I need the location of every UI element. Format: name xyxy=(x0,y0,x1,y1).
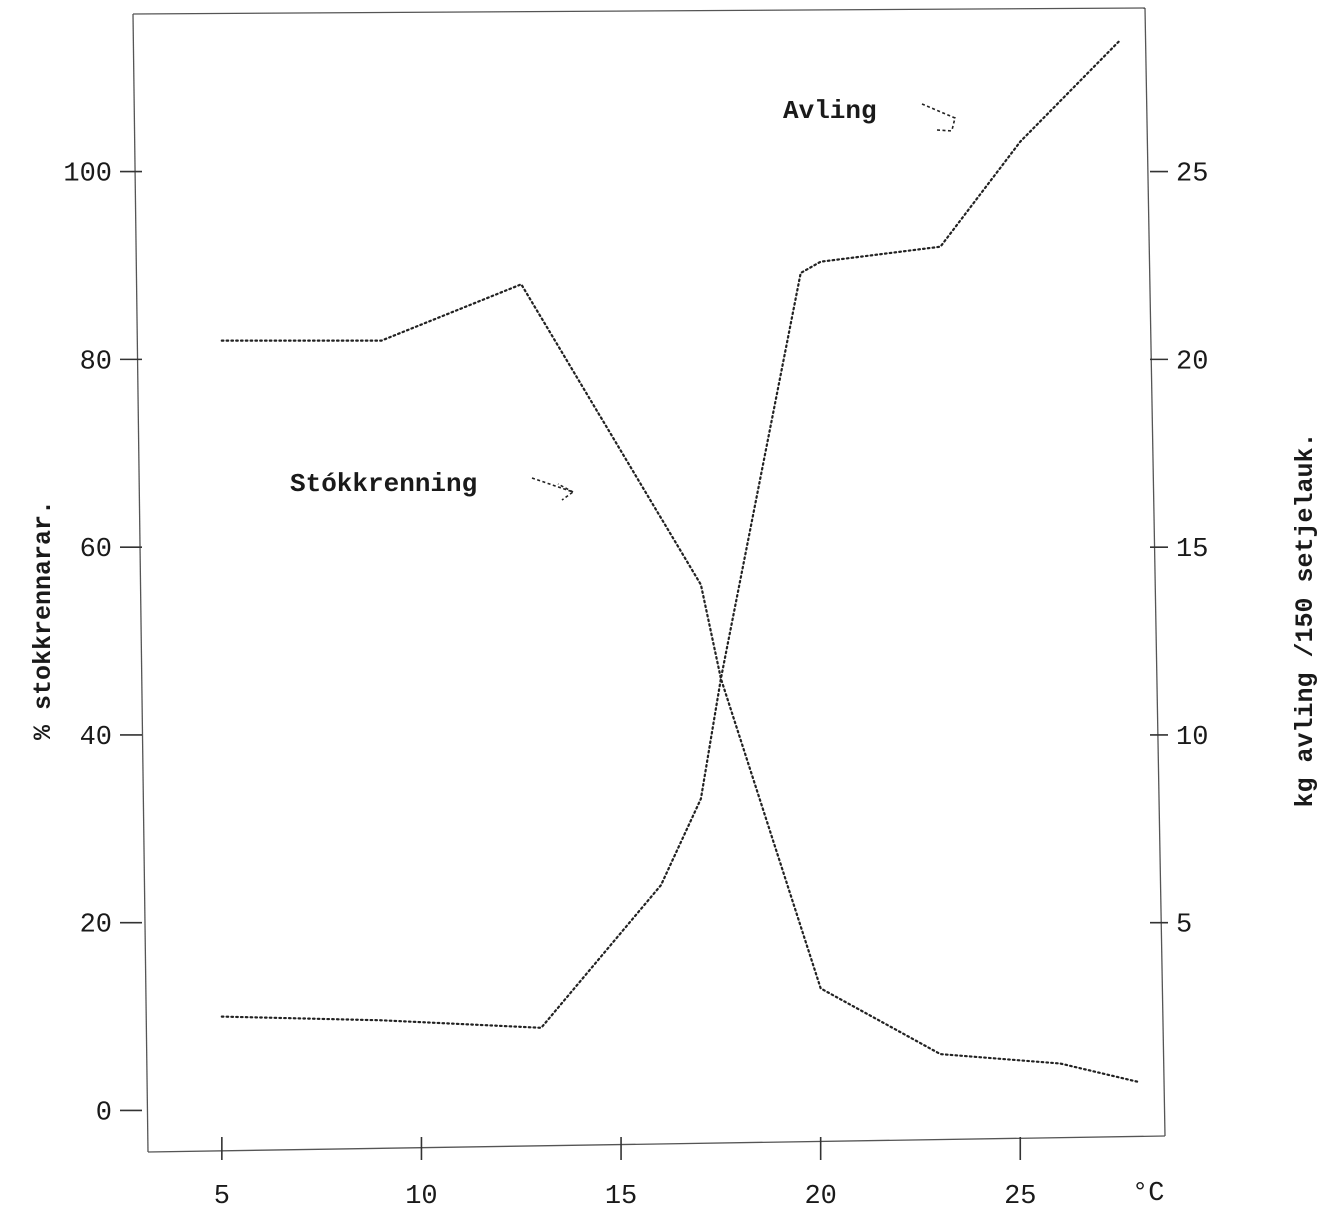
right-axis-line xyxy=(1144,7,1166,1137)
x-tick-label-2: 15 xyxy=(605,1182,637,1211)
x-tick-label-4: 25 xyxy=(1004,1182,1036,1211)
bottom-axis-line xyxy=(147,1135,1166,1153)
y-right-tick-label-0: 5 xyxy=(1176,911,1192,941)
y-left-tick-label-3: 60 xyxy=(80,535,112,565)
x-tick-label-0: 5 xyxy=(214,1182,230,1211)
annotation-stokkrenning: Stókkrenning xyxy=(290,469,477,499)
y-left-tick-label-4: 80 xyxy=(80,347,112,377)
annotation-avling: Avling xyxy=(783,96,877,126)
y-right-axis-title: kg avling /150 setjelauk. xyxy=(1291,432,1320,807)
x-unit-label: °C xyxy=(1132,1179,1164,1209)
series-line-1 xyxy=(220,39,1122,1029)
axis-ticks xyxy=(120,170,1168,1160)
annotation-stokkrenning-arrow xyxy=(531,477,575,501)
series-line-0 xyxy=(220,282,1142,1084)
left-axis-line xyxy=(132,13,149,1153)
y-right-tick-label-3: 20 xyxy=(1176,347,1208,377)
y-left-tick-label-5: 100 xyxy=(63,160,112,190)
annotation-avling-arrow xyxy=(921,103,956,132)
x-tick-label-3: 20 xyxy=(804,1182,836,1211)
top-axis-line xyxy=(132,7,1146,15)
y-right-tick-label-1: 10 xyxy=(1176,723,1208,753)
x-tick-label-1: 10 xyxy=(405,1182,437,1211)
y-left-tick-label-1: 20 xyxy=(80,911,112,941)
y-right-tick-label-4: 25 xyxy=(1176,160,1208,190)
tick-labels: 5 10 15 20 25 0 20 40 60 80 100 5 10 15 20 25 xyxy=(63,160,1208,1211)
plot-frame xyxy=(132,7,1166,1153)
y-left-axis-title: % stokkrennarar. xyxy=(29,500,58,740)
series-lines xyxy=(220,39,1142,1084)
y-left-tick-label-0: 0 xyxy=(96,1098,112,1128)
y-left-tick-label-2: 40 xyxy=(80,723,112,753)
y-right-tick-label-2: 15 xyxy=(1176,535,1208,565)
